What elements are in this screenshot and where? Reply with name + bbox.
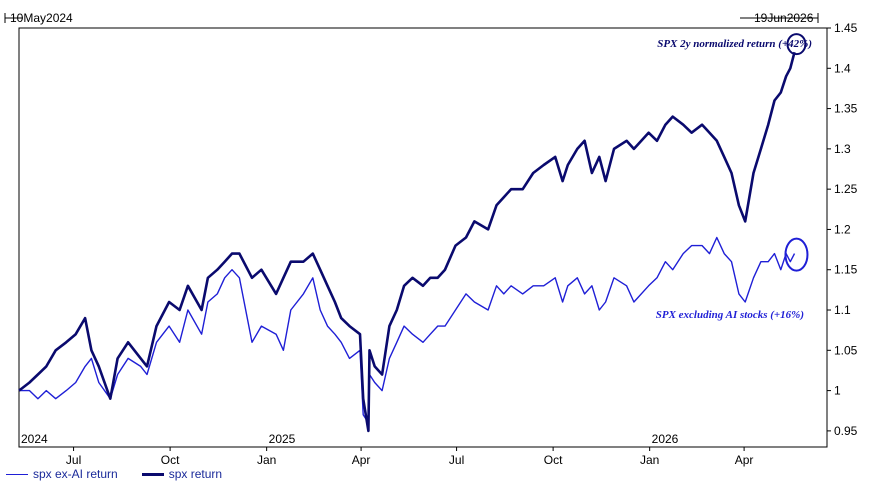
x-tick-label: Oct bbox=[161, 453, 180, 467]
year-label: 2024 bbox=[21, 432, 48, 446]
series-line-0 bbox=[19, 236, 796, 424]
legend-label-spx: spx return bbox=[168, 467, 223, 481]
y-tick-label: 1.45 bbox=[834, 21, 858, 35]
y-tick-label: 1 bbox=[834, 384, 841, 398]
x-tick-label: Jul bbox=[66, 453, 81, 467]
x-tick-label: Jan bbox=[640, 453, 659, 467]
spx-endpoint-circle bbox=[786, 33, 807, 56]
y-tick-label: 1.1 bbox=[834, 303, 851, 317]
series-line-1 bbox=[18, 51, 796, 433]
y-tick-label: 1.05 bbox=[834, 343, 858, 357]
ex-ai-endpoint-circle bbox=[784, 237, 809, 272]
y-tick-label: 1.15 bbox=[834, 263, 858, 277]
x-tick-label: Jul bbox=[449, 453, 464, 467]
legend: spx ex-AI return spx return bbox=[6, 467, 222, 481]
x-tick-label: Jan bbox=[257, 453, 276, 467]
legend-label-spx-ex-ai: spx ex-AI return bbox=[33, 467, 118, 481]
range-start-label: 10May2024 bbox=[10, 11, 73, 25]
legend-swatch-spx bbox=[141, 472, 164, 476]
x-tick-label: Apr bbox=[735, 453, 754, 467]
y-tick-label: 1.25 bbox=[834, 182, 858, 196]
range-end-marker: 19Jun2026 bbox=[740, 11, 819, 25]
legend-swatch-spx-ex-ai bbox=[6, 473, 28, 475]
series-layer bbox=[18, 51, 796, 433]
y-tick-label: 0.95 bbox=[834, 424, 858, 438]
range-end-label: 19Jun2026 bbox=[754, 11, 814, 25]
y-axis: 0.95 1 1.05 1.1 1.15 1.2 1.25 1.3 1.35 1.4 1.45 bbox=[827, 21, 858, 438]
y-tick-label: 1.4 bbox=[834, 61, 851, 75]
spx-annotation: SPX 2y normalized return (+42%) bbox=[657, 38, 812, 50]
x-axis: Jul Oct Jan Apr Jul Oct Jan Apr 2024 2025 2026 bbox=[21, 432, 753, 467]
legend-item-spx: spx return bbox=[141, 467, 223, 481]
plot-area bbox=[18, 27, 828, 448]
annotation-layer: SPX excluding AI stocks (+16%) SPX 2y nor… bbox=[656, 33, 812, 321]
x-tick-label: Apr bbox=[352, 453, 371, 467]
year-label: 2026 bbox=[652, 432, 679, 446]
y-tick-label: 1.2 bbox=[834, 222, 851, 236]
x-tick-label: Oct bbox=[544, 453, 563, 467]
y-tick-label: 1.3 bbox=[834, 142, 851, 156]
year-label: 2025 bbox=[269, 432, 296, 446]
legend-item-spx-ex-ai: spx ex-AI return bbox=[6, 467, 118, 481]
range-start-marker: 10May2024 bbox=[4, 11, 73, 25]
y-tick-label: 1.35 bbox=[834, 102, 858, 116]
ex-ai-annotation: SPX excluding AI stocks (+16%) bbox=[656, 309, 804, 321]
